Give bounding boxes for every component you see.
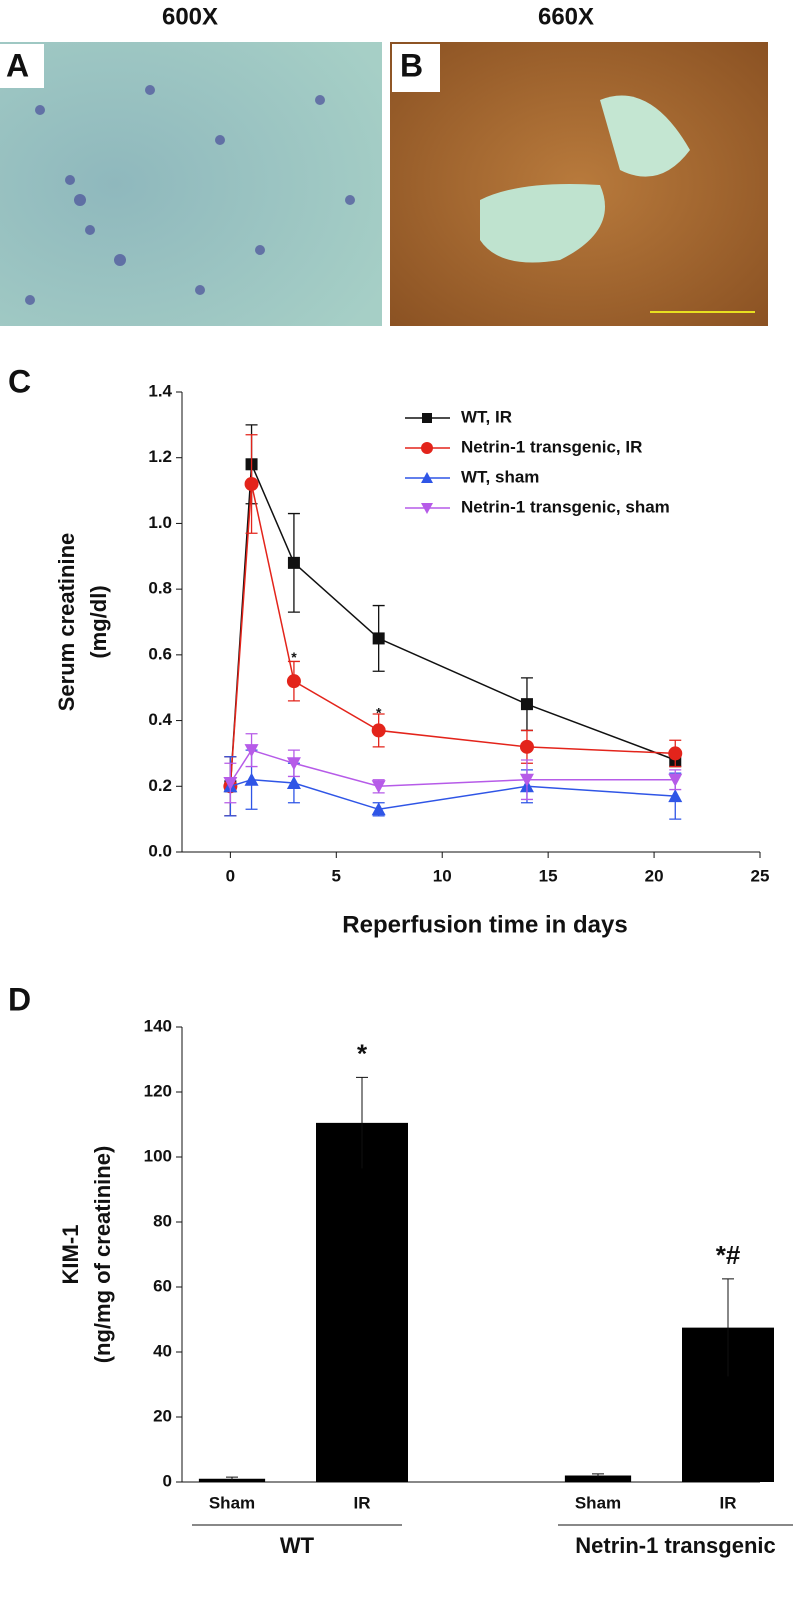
panel-label: B [400,47,423,83]
y-tick-label: 100 [144,1146,172,1165]
magnification: 600X [162,3,218,30]
x-axis-label: Reperfusion time in days [342,911,627,938]
y-tick-label: 0.8 [148,579,172,598]
marker [421,442,433,454]
y-tick-label: 80 [153,1211,172,1230]
group-label: WT [280,1533,315,1558]
bar [564,1475,632,1482]
panel-label-box [392,44,440,92]
y-axis-label: Serum creatinine [54,533,79,712]
legend-label: Netrin-1 transgenic, IR [461,437,642,456]
bar [316,1122,408,1482]
panel-label: D [8,981,31,1017]
y-axis-label: (ng/mg of creatinine) [90,1146,115,1364]
y-axis-label: KIM-1 [58,1225,83,1285]
y-tick-label: 0.0 [148,841,172,860]
marker [372,632,385,645]
group-label: Netrin-1 transgenic [575,1533,776,1558]
x-tick-label: 0 [226,866,235,885]
lumen [600,95,690,177]
micrograph-a [0,42,382,326]
y-tick-label: 140 [144,1016,172,1035]
y-tick-label: 1.0 [148,513,172,532]
panel-label: C [8,363,31,399]
marker [286,757,301,771]
marker [371,780,386,794]
y-tick-label: 0 [163,1471,172,1490]
y-tick-label: 60 [153,1276,172,1295]
y-tick-label: 1.2 [148,447,172,466]
x-tick-label: 25 [751,866,770,885]
marker [520,698,533,711]
legend-label: WT, sham [461,467,539,486]
magnification: 660X [538,3,594,30]
x-tick-label: IR [354,1493,371,1512]
y-tick-label: 0.2 [148,776,172,795]
lumen [480,184,605,263]
marker [668,773,683,787]
marker [223,777,238,790]
legend-label: Netrin-1 transgenic, sham [461,497,670,516]
error-bar [592,1473,604,1478]
marker [244,477,259,491]
marker [519,739,534,754]
marker [244,744,259,758]
series-line [229,463,676,787]
x-tick-label: 15 [539,866,558,885]
annotation: * [376,705,382,721]
marker [422,413,432,423]
marker [668,746,683,761]
legend-label: WT, IR [461,407,512,426]
marker [421,472,433,483]
y-tick-label: 0.4 [148,710,172,729]
error-bar [356,1076,368,1169]
marker [668,789,683,803]
series-line [229,483,676,787]
marker [244,772,259,786]
y-tick-label: 0.6 [148,644,172,663]
error-bar [722,1278,734,1377]
marker [421,503,433,514]
x-tick-label: Sham [209,1493,255,1512]
marker [286,674,301,689]
error-bar [226,1476,238,1481]
x-tick-label: Sham [575,1493,621,1512]
marker [287,556,300,569]
annotation: * [357,1038,368,1068]
y-axis-label: (mg/dl) [86,585,111,658]
panel-label-box [0,44,44,88]
annotation: *# [716,1240,741,1270]
y-tick-label: 1.4 [148,381,172,400]
x-tick-label: 20 [645,866,664,885]
marker [519,773,534,787]
y-tick-label: 20 [153,1406,172,1425]
x-tick-label: 10 [433,866,452,885]
x-tick-label: IR [720,1493,737,1512]
x-tick-label: 5 [332,866,341,885]
marker [371,723,386,738]
marker [371,802,386,816]
panel-label: A [6,47,29,83]
annotation: * [291,649,297,665]
nuclei-a [25,85,355,305]
y-tick-label: 40 [153,1341,172,1360]
marker [286,776,301,789]
series-line [229,749,676,788]
micrograph-b [390,42,768,326]
y-tick-label: 120 [144,1081,172,1100]
